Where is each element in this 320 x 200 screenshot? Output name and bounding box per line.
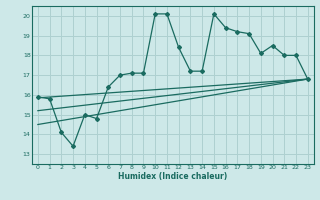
X-axis label: Humidex (Indice chaleur): Humidex (Indice chaleur)	[118, 172, 228, 181]
